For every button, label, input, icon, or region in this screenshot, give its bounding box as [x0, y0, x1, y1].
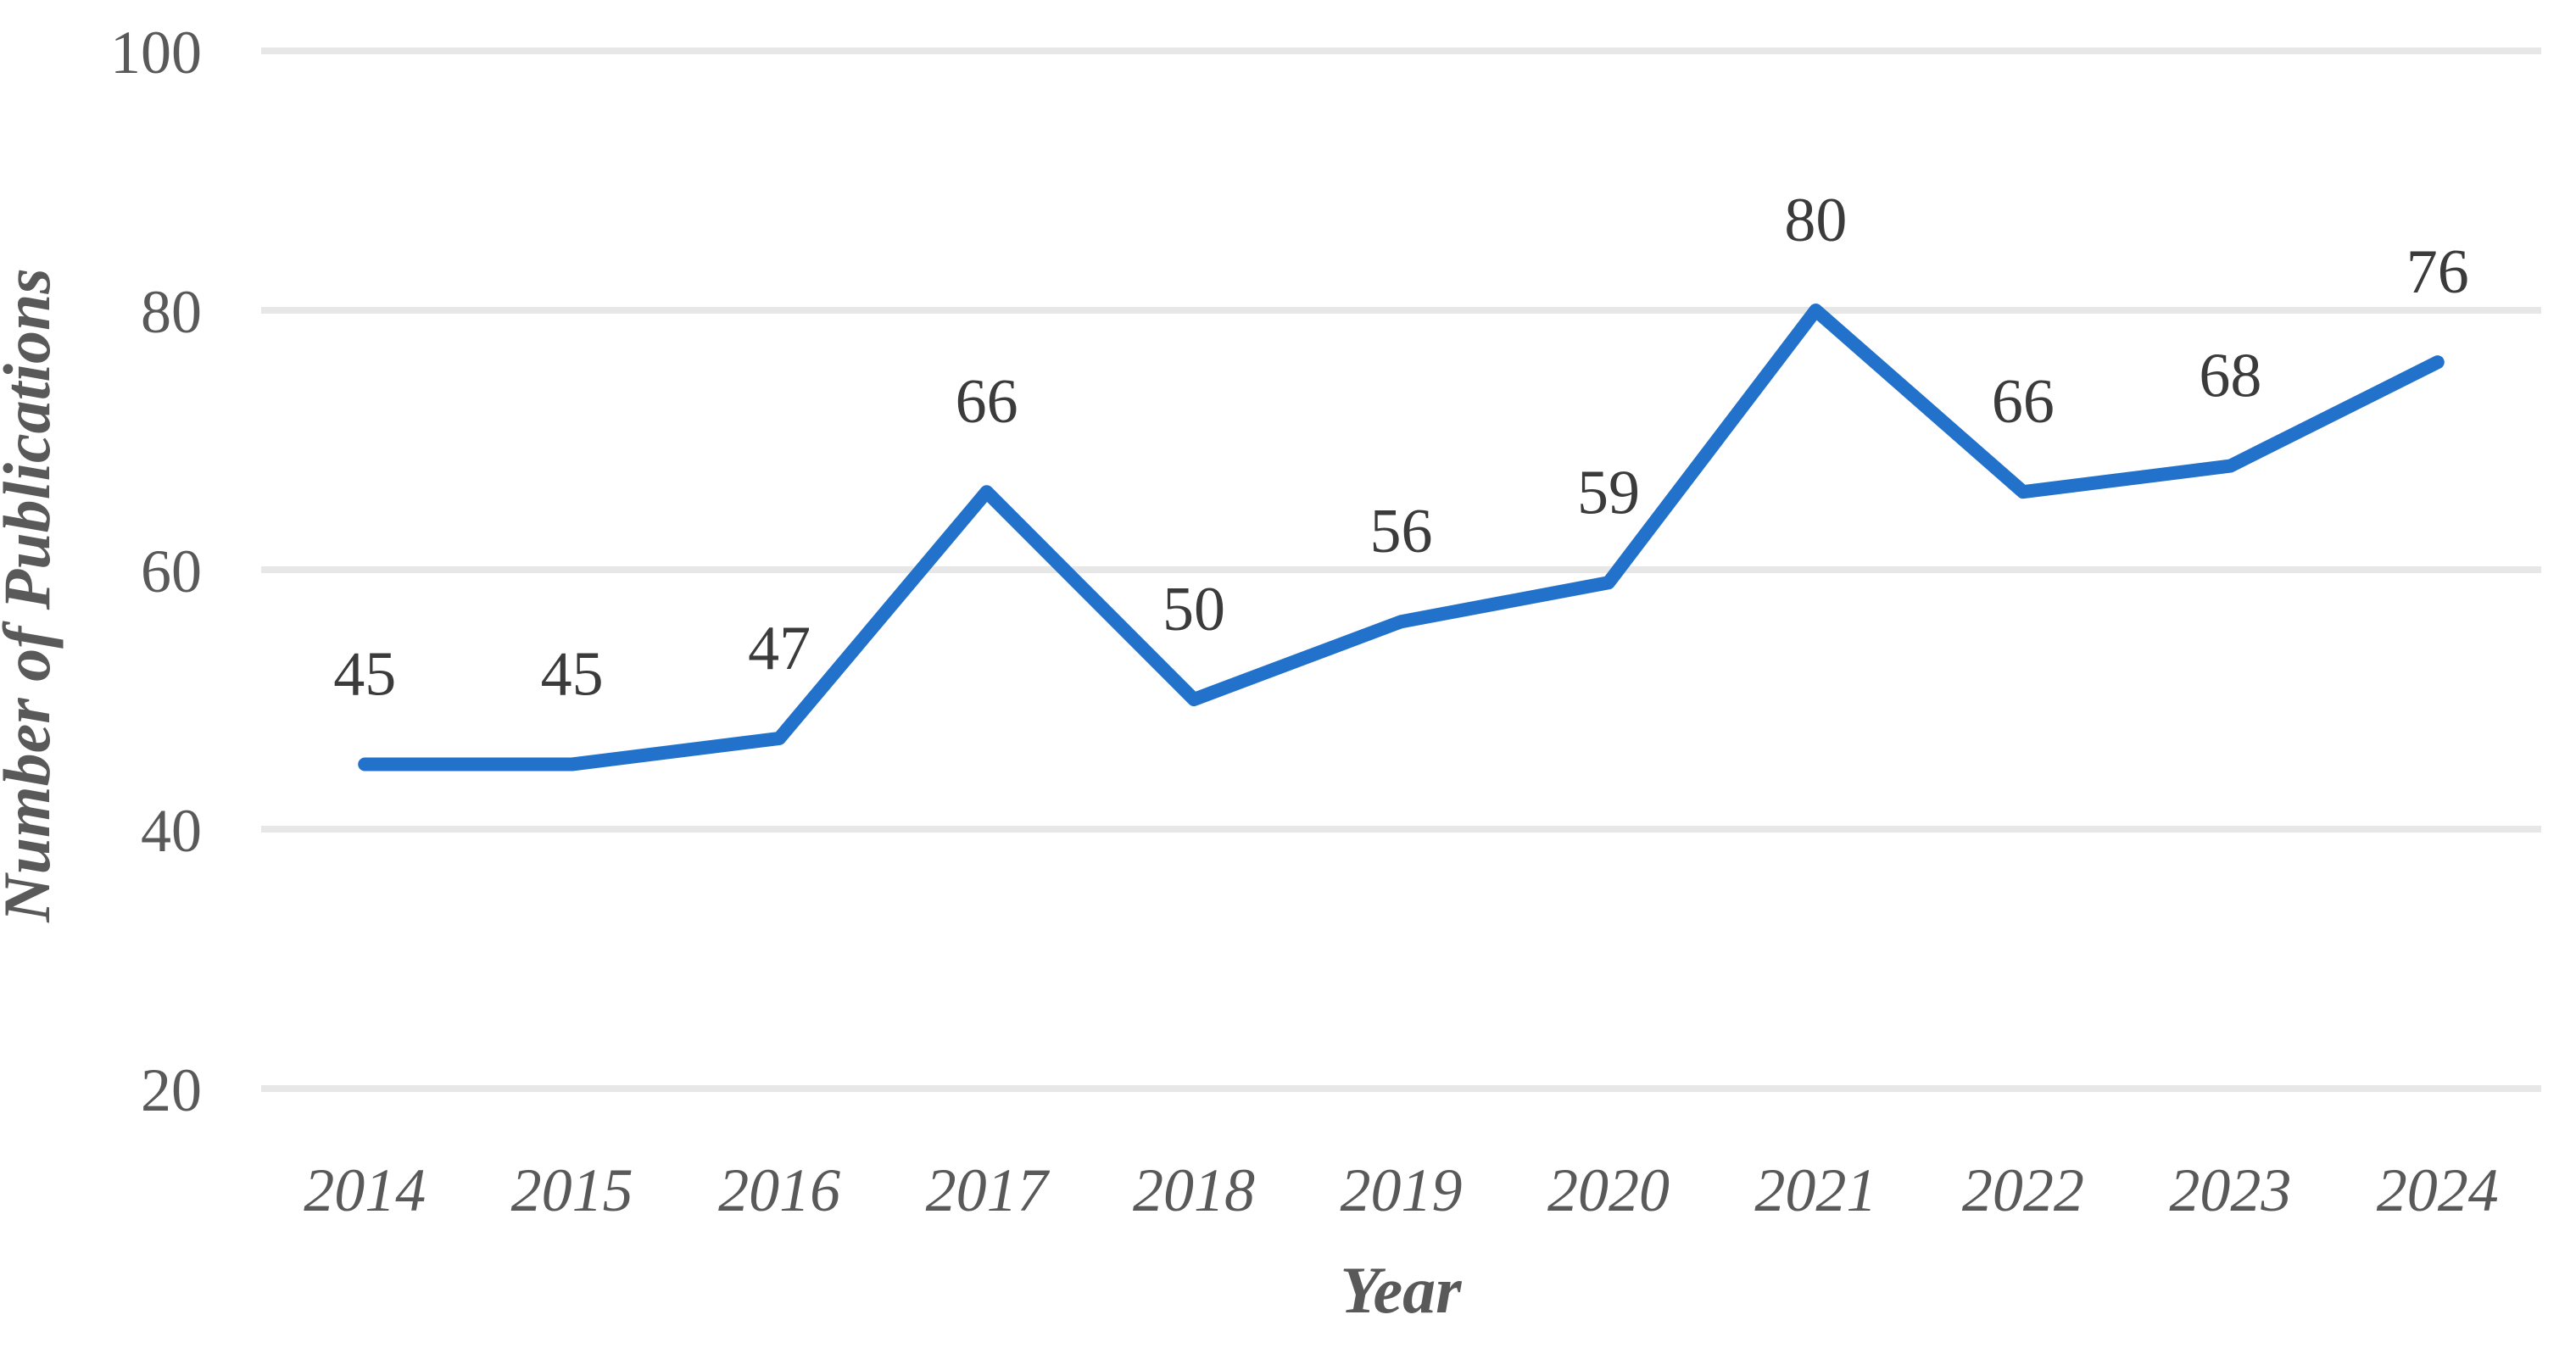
- data-label: 45: [333, 640, 396, 710]
- x-tick-label: 2023: [2169, 1156, 2291, 1224]
- series-line-group: [358, 304, 2445, 771]
- y-tick-label: 80: [141, 278, 202, 346]
- x-tick-label: 2024: [2377, 1156, 2499, 1224]
- y-axis-tick-labels: 20 40 60 80 100: [110, 19, 202, 1124]
- publications-line: [358, 304, 2445, 771]
- data-label: 80: [1784, 186, 1847, 255]
- x-tick-label: 2017: [926, 1156, 1051, 1224]
- data-label: 56: [1370, 497, 1433, 566]
- data-label: 59: [1577, 458, 1640, 527]
- x-tick-label: 2022: [1962, 1156, 2084, 1224]
- data-labels: 45 45 47 66 50 56 59 80 66 68 76: [333, 186, 2469, 710]
- x-tick-label: 2019: [1341, 1156, 1463, 1224]
- x-tick-label: 2016: [718, 1156, 840, 1224]
- data-label: 45: [541, 640, 604, 710]
- x-tick-label: 2014: [304, 1156, 426, 1224]
- x-tick-label: 2018: [1133, 1156, 1255, 1224]
- data-label: 47: [748, 614, 811, 683]
- y-tick-label: 60: [141, 538, 202, 605]
- x-tick-label: 2021: [1754, 1156, 1876, 1224]
- data-label: 66: [1992, 367, 2055, 437]
- y-tick-label: 20: [141, 1056, 202, 1124]
- data-label: 50: [1163, 575, 1225, 644]
- y-tick-label: 40: [141, 797, 202, 865]
- x-tick-label: 2015: [511, 1156, 633, 1224]
- x-axis-title: Year: [1341, 1253, 1463, 1327]
- y-axis-title: Number of Publications: [0, 268, 64, 922]
- x-axis-tick-labels: 2014 2015 2016 2017 2018 2019 2020 2021 2022 2023…: [304, 1156, 2499, 1224]
- data-label: 66: [956, 367, 1018, 437]
- gridlines: [261, 47, 2541, 1092]
- y-tick-label: 100: [110, 19, 202, 86]
- data-label: 68: [2199, 342, 2261, 411]
- x-tick-label: 2020: [1547, 1156, 1670, 1224]
- data-label: 76: [2406, 237, 2469, 307]
